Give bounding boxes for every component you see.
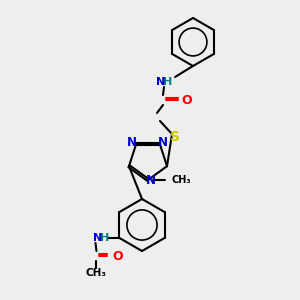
Text: H: H xyxy=(164,77,172,87)
Text: O: O xyxy=(112,250,123,262)
Text: O: O xyxy=(182,94,192,106)
Text: H: H xyxy=(100,233,109,243)
Text: N: N xyxy=(127,136,137,149)
Text: N: N xyxy=(146,175,156,188)
Text: S: S xyxy=(170,130,180,144)
Text: N: N xyxy=(156,77,166,87)
Text: N: N xyxy=(93,233,102,243)
Text: CH₃: CH₃ xyxy=(86,268,107,278)
Text: CH₃: CH₃ xyxy=(172,175,192,185)
Text: N: N xyxy=(158,136,168,149)
